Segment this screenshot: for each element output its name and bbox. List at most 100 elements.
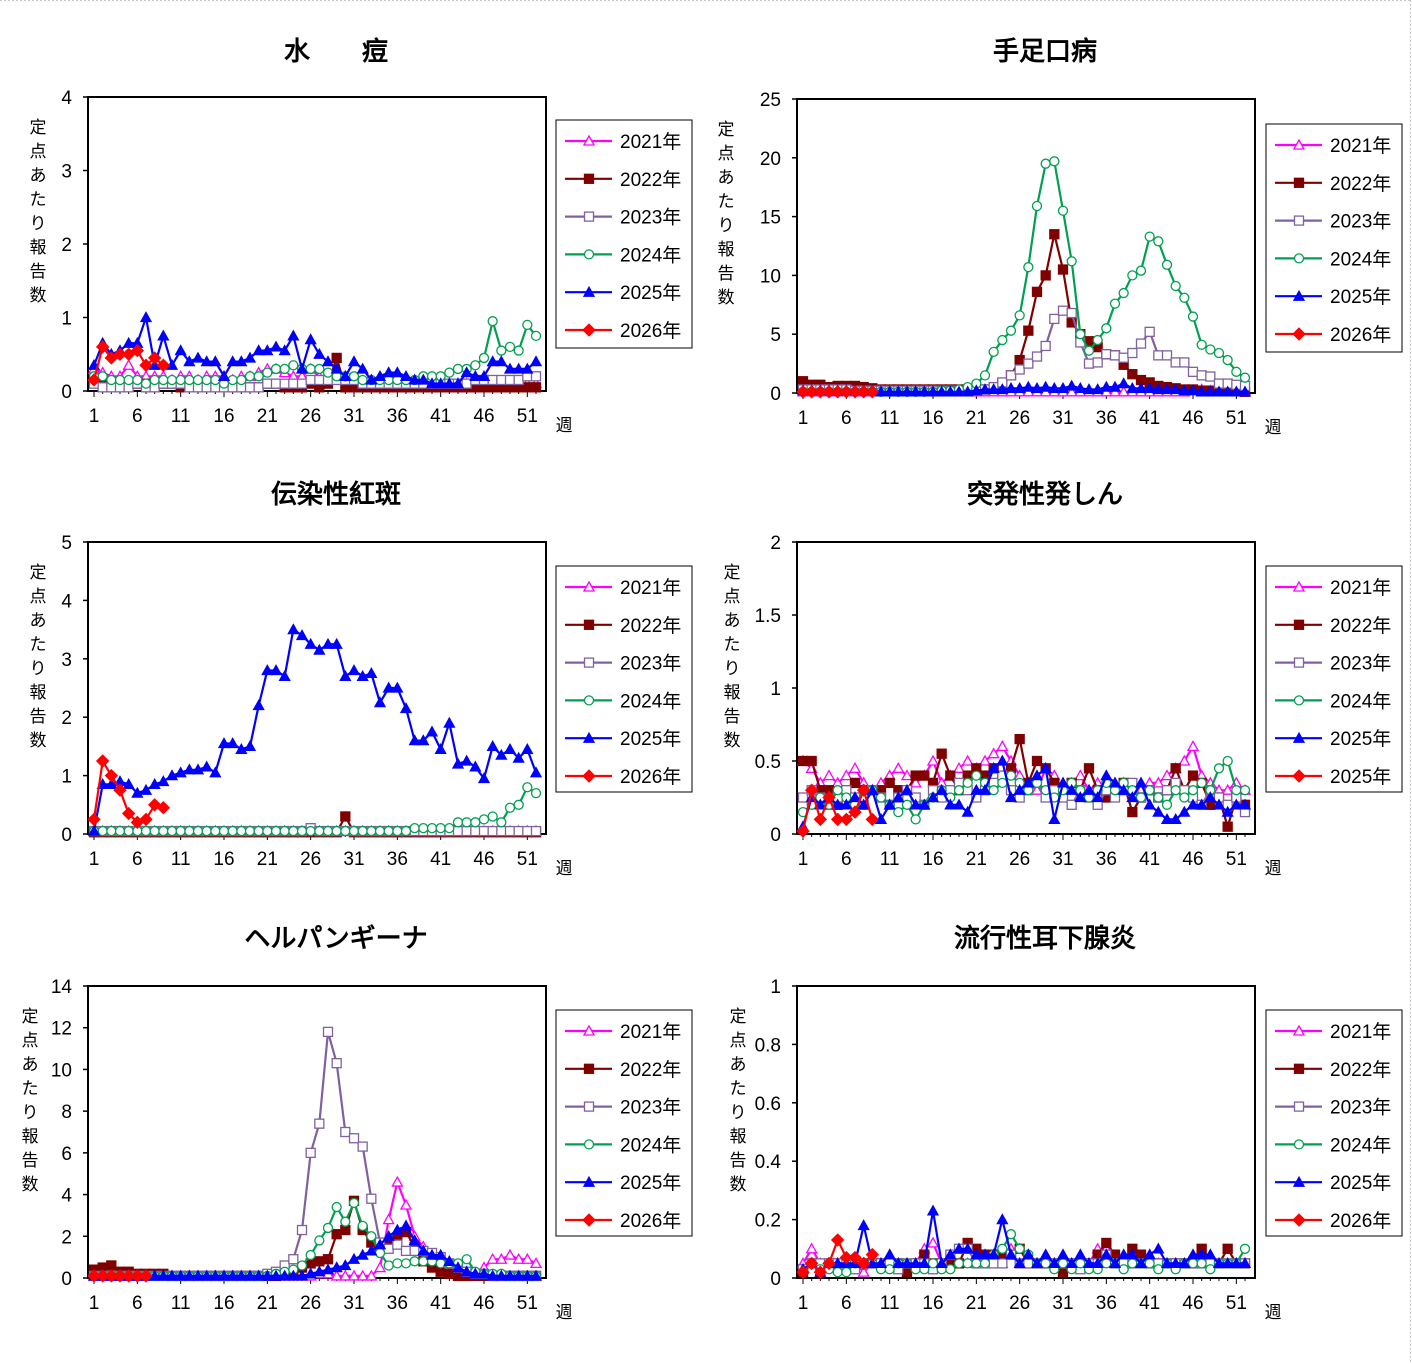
data-point — [1127, 270, 1138, 281]
y-tick-label: 4 — [61, 591, 72, 612]
data-point — [1161, 799, 1173, 810]
data-point — [582, 731, 596, 743]
data-point — [1048, 813, 1061, 825]
data-point — [122, 358, 135, 370]
data-point — [1292, 580, 1306, 592]
data-point — [158, 825, 169, 837]
data-point — [1179, 292, 1190, 303]
data-point — [244, 371, 256, 382]
data-point — [1161, 259, 1173, 270]
legend-item: 2021年 — [1275, 577, 1391, 599]
data-point — [529, 766, 543, 778]
data-point — [830, 1233, 845, 1247]
data-point — [478, 352, 490, 364]
data-point — [996, 740, 1009, 752]
data-point — [262, 825, 273, 837]
x-tick-label: 31 — [1052, 849, 1073, 870]
data-point — [330, 637, 343, 649]
x-tick-label: 1 — [798, 849, 809, 870]
data-point — [1030, 783, 1044, 795]
data-point — [287, 329, 300, 341]
data-point — [1178, 1257, 1191, 1269]
data-point — [270, 363, 282, 375]
data-point — [191, 1269, 205, 1281]
data-point — [295, 362, 309, 374]
data-point — [892, 761, 905, 773]
data-point — [822, 790, 836, 805]
data-point — [321, 355, 335, 367]
data-point — [1092, 357, 1103, 368]
data-point — [927, 1258, 939, 1269]
data-point — [314, 1235, 325, 1246]
data-point — [1292, 327, 1306, 341]
data-point — [952, 798, 966, 810]
data-point — [996, 1213, 1009, 1225]
data-point — [1057, 205, 1069, 216]
legend-label: 2023年 — [1330, 211, 1391, 233]
legend-item: 2025年 — [1275, 728, 1391, 750]
data-point — [496, 345, 507, 356]
x-tick-label: 51 — [1226, 849, 1247, 870]
data-point — [521, 1252, 534, 1264]
legend-item: 2021年 — [565, 577, 681, 599]
data-point — [1101, 1237, 1112, 1249]
data-point — [235, 355, 248, 367]
data-point — [1117, 1248, 1130, 1260]
data-point — [1056, 381, 1070, 393]
data-point — [1023, 358, 1034, 369]
data-point — [1117, 377, 1130, 389]
data-point — [1204, 791, 1217, 803]
data-point — [978, 754, 992, 766]
data-point — [1169, 813, 1182, 825]
data-point — [399, 1219, 413, 1231]
data-point — [1186, 384, 1200, 396]
data-point — [200, 1269, 213, 1281]
legend-item: 2022年 — [565, 1059, 681, 1081]
data-point — [997, 1258, 1008, 1269]
data-point — [952, 1242, 966, 1254]
data-point — [1039, 761, 1052, 773]
data-point — [243, 740, 257, 752]
data-point — [962, 1258, 973, 1269]
data-point — [504, 341, 516, 353]
data-point — [287, 1269, 300, 1281]
data-point — [582, 285, 596, 297]
x-tick-label: 26 — [1009, 408, 1030, 429]
data-point — [1074, 381, 1087, 393]
data-point — [926, 791, 940, 803]
data-point — [175, 825, 186, 837]
series-line — [92, 313, 537, 385]
data-point — [140, 825, 152, 837]
data-point — [236, 825, 247, 837]
data-point — [95, 340, 110, 354]
x-tick-label: 46 — [473, 1293, 494, 1314]
data-point — [1221, 1257, 1234, 1269]
data-point — [321, 637, 335, 649]
x-tick-label: 31 — [343, 849, 364, 870]
data-point — [530, 371, 542, 382]
data-point — [1101, 1258, 1112, 1269]
legend-label: 2026年 — [1330, 1210, 1391, 1232]
data-point — [330, 1261, 343, 1273]
data-point — [1187, 311, 1199, 322]
data-point — [183, 763, 196, 775]
data-point — [988, 1258, 999, 1269]
data-point — [1118, 352, 1129, 363]
data-point — [166, 374, 178, 386]
data-point — [988, 346, 999, 357]
x-tick-label: 16 — [213, 406, 234, 427]
data-point — [288, 825, 299, 837]
data-point — [582, 1213, 596, 1227]
data-point — [1091, 383, 1104, 395]
data-point — [1169, 1257, 1182, 1269]
data-point — [1118, 1264, 1129, 1275]
data-point — [269, 340, 283, 352]
data-point — [513, 825, 524, 837]
data-point — [157, 329, 170, 341]
data-point — [322, 1254, 334, 1265]
data-point — [1231, 785, 1242, 796]
legend-label: 2021年 — [620, 131, 681, 153]
data-point — [348, 371, 360, 382]
legend-item: 2025年 — [1275, 1172, 1391, 1194]
